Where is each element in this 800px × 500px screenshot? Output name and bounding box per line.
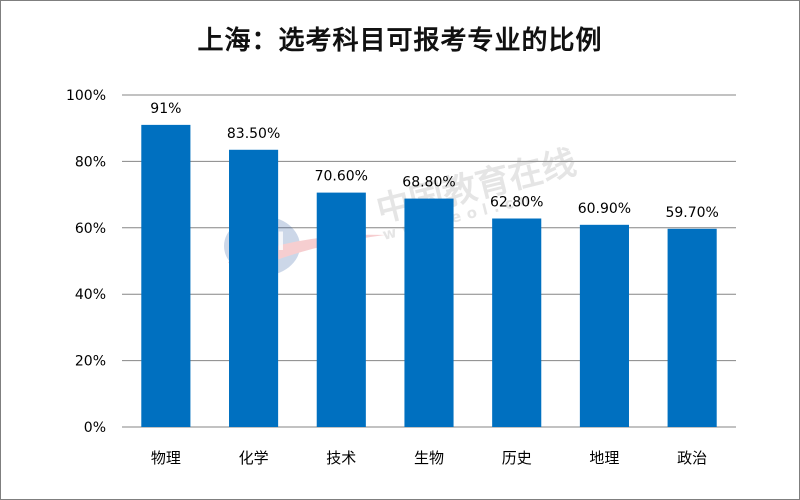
bar xyxy=(141,124,191,427)
data-labels: 91% 83.50% 70.60% 68.80% 62.80% 60.90% 59.70% xyxy=(150,101,719,221)
y-tick-label: 100% xyxy=(66,88,106,104)
y-tick-label: 0% xyxy=(84,420,106,436)
bars xyxy=(141,124,717,427)
y-axis-labels: 0% 20% 40% 60% 80% 100% xyxy=(66,88,106,436)
x-tick-label: 政治 xyxy=(677,449,707,467)
y-tick-label: 80% xyxy=(75,154,106,170)
data-label: 60.90% xyxy=(578,201,631,217)
data-label: 70.60% xyxy=(315,169,368,185)
y-tick-label: 60% xyxy=(75,221,106,237)
x-tick-label: 生物 xyxy=(414,449,444,467)
bar xyxy=(492,218,542,427)
bar xyxy=(667,228,717,427)
bar xyxy=(579,224,629,427)
bar xyxy=(316,192,366,427)
y-tick-label: 20% xyxy=(75,354,106,370)
bar xyxy=(404,198,454,427)
chart-title: 上海：选考科目可报考专业的比例 xyxy=(197,26,603,56)
x-tick-label: 物理 xyxy=(151,449,181,467)
data-label: 83.50% xyxy=(227,126,280,142)
data-label: 62.80% xyxy=(490,195,543,211)
x-tick-label: 化学 xyxy=(239,449,269,467)
x-axis-labels: 物理 化学 技术 生物 历史 地理 政治 xyxy=(151,449,707,467)
x-tick-label: 历史 xyxy=(502,449,532,467)
x-tick-label: 地理 xyxy=(589,449,619,467)
data-label: 68.80% xyxy=(402,175,455,191)
data-label: 91% xyxy=(150,101,181,117)
y-tick-label: 40% xyxy=(75,287,106,303)
data-label: 59.70% xyxy=(665,205,718,221)
bar xyxy=(229,149,279,427)
x-tick-label: 技术 xyxy=(326,449,356,467)
